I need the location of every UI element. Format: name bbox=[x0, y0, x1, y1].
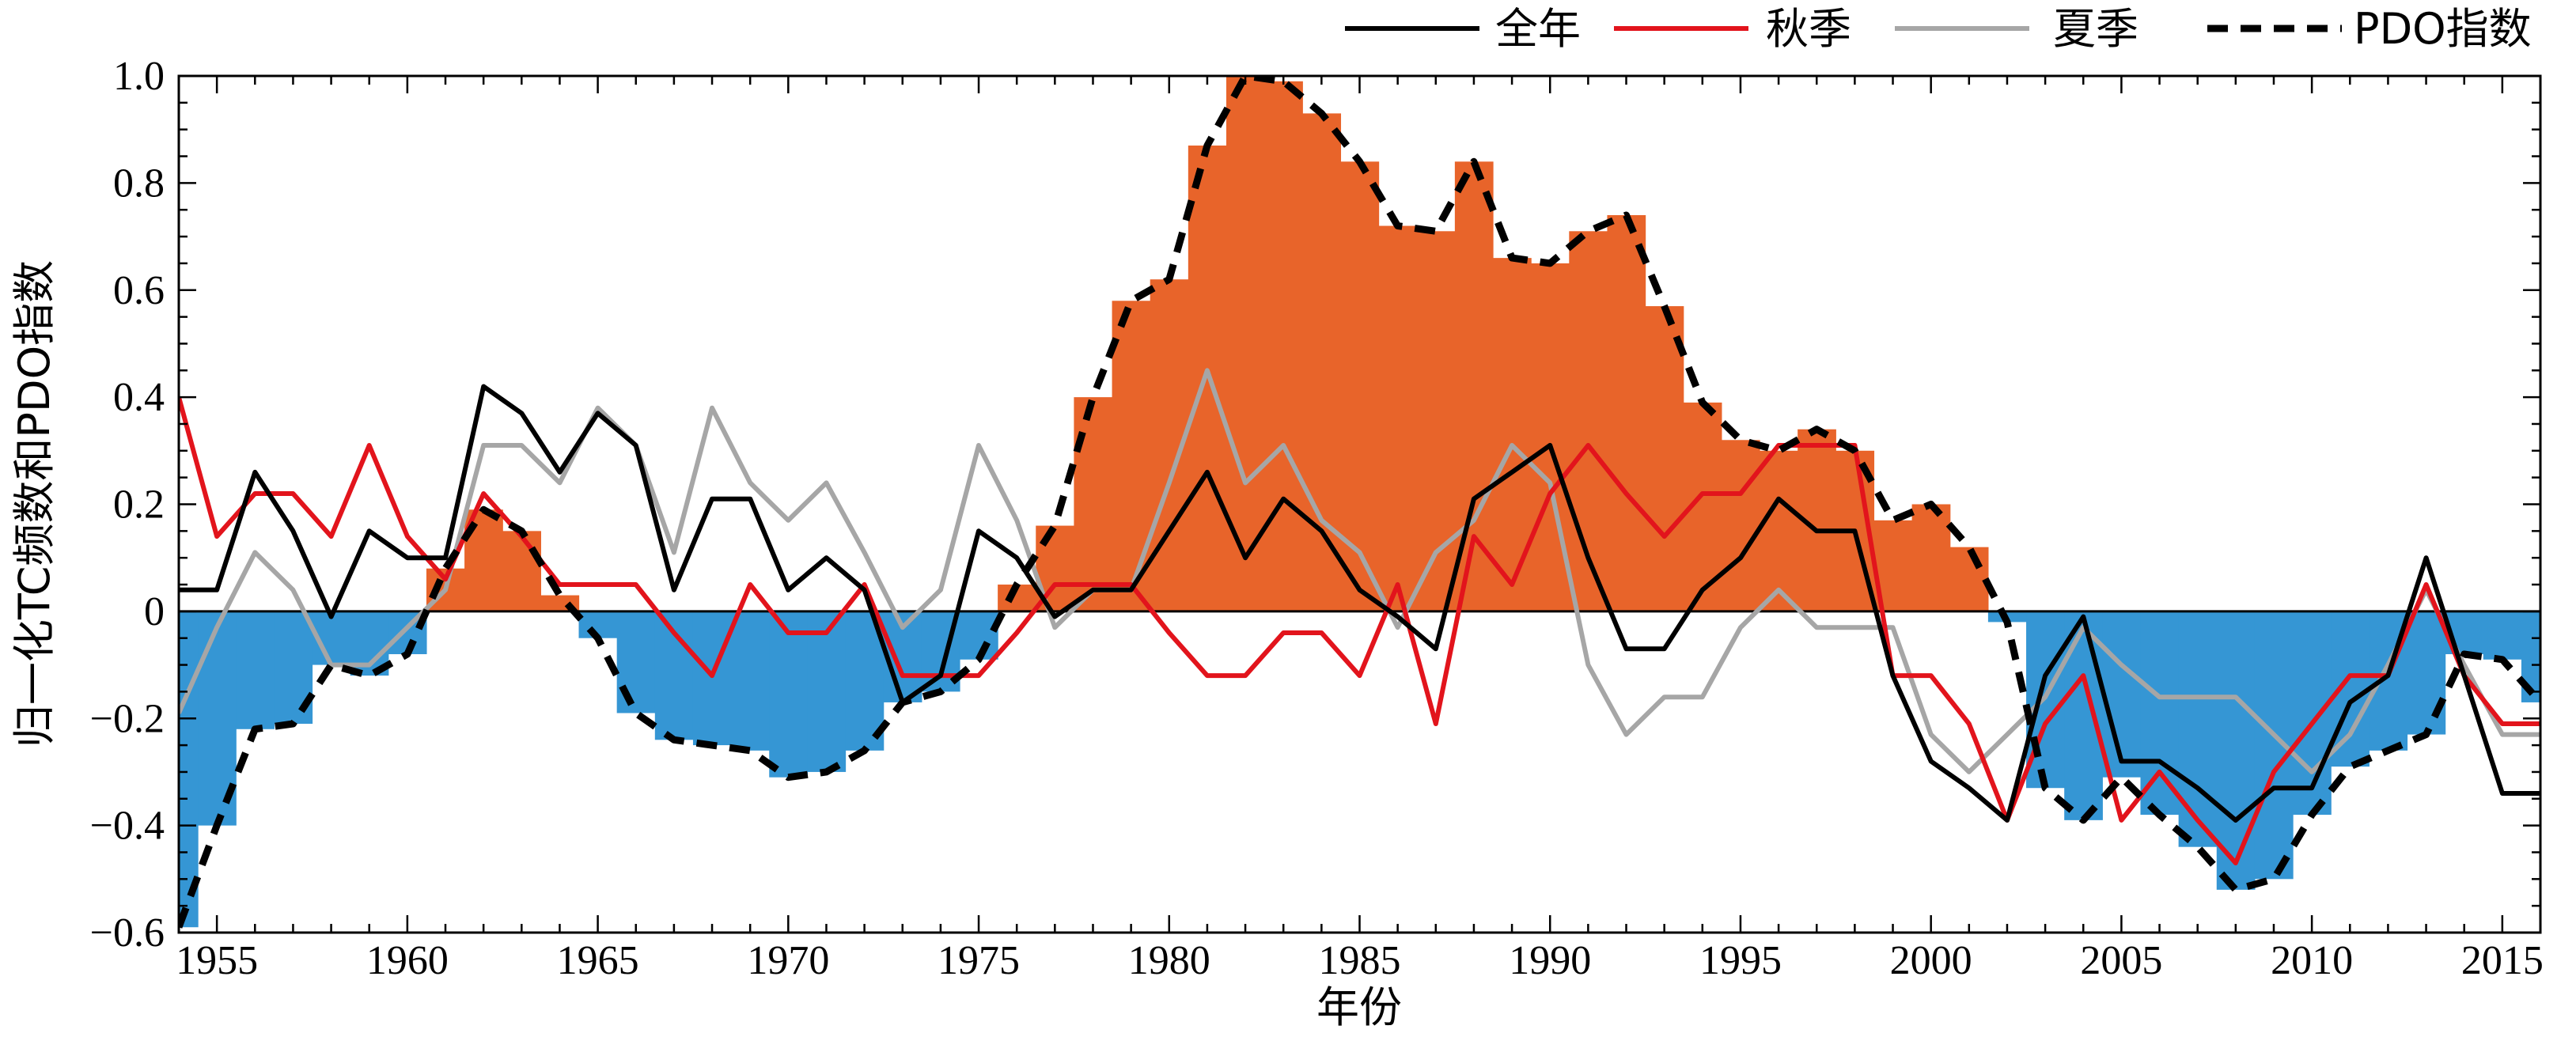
pdo-bar-1982 bbox=[1225, 76, 1265, 611]
x-axis-title: 年份 bbox=[1316, 982, 1402, 1032]
pdo-bar-1971 bbox=[807, 611, 847, 772]
x-tick-label: 1985 bbox=[1319, 938, 1401, 983]
pdo-bar-1989 bbox=[1493, 258, 1532, 611]
pdo-fill-bars bbox=[179, 76, 2540, 928]
legend: 全年 秋季 夏季 PDO指数 bbox=[1345, 4, 2532, 54]
y-axis-title: 归一化TC频数和PDO指数 bbox=[9, 260, 59, 747]
pdo-bar-2010 bbox=[2293, 611, 2332, 816]
y-tick-label: −0.2 bbox=[90, 696, 165, 741]
x-axis: 1955 1960 1965 1970 1975 1980 1985 1990 1995 2000… bbox=[176, 76, 2544, 983]
pdo-bar-1987 bbox=[1416, 231, 1456, 611]
series-line-summer bbox=[179, 368, 2540, 774]
y-tick-label: 0.4 bbox=[113, 375, 165, 420]
y-tick-label: −0.6 bbox=[90, 910, 165, 956]
y-tick-label: 0.6 bbox=[113, 268, 165, 313]
series-line-pdo bbox=[179, 76, 2540, 929]
legend-label-pdo: PDO指数 bbox=[2354, 4, 2532, 54]
pdo-bar-1970 bbox=[769, 611, 808, 778]
pdo-bar-1996 bbox=[1760, 450, 1798, 611]
pdo-bar-2008 bbox=[2216, 611, 2256, 890]
x-tick-label: 1970 bbox=[747, 938, 829, 983]
pdo-bar-2006 bbox=[2140, 611, 2180, 816]
series-lines bbox=[179, 76, 2540, 929]
pdo-bar-1963 bbox=[502, 531, 541, 611]
x-tick-label: 2000 bbox=[1890, 938, 1972, 983]
x-tick-label: 1955 bbox=[176, 938, 258, 983]
x-tick-label: 1990 bbox=[1509, 938, 1591, 983]
legend-label-annual: 全年 bbox=[1495, 4, 1581, 54]
pdo-bar-1992 bbox=[1607, 214, 1646, 611]
pdo-bar-1984 bbox=[1302, 113, 1342, 611]
y-tick-label: 0 bbox=[144, 589, 165, 634]
pdo-bar-1968 bbox=[692, 611, 732, 746]
pdo-bar-1993 bbox=[1645, 306, 1684, 611]
legend-label-autumn: 秋季 bbox=[1766, 4, 1851, 54]
x-tick-label: 1960 bbox=[366, 938, 449, 983]
pdo-bar-2000 bbox=[1911, 504, 1951, 611]
x-tick-label: 1995 bbox=[1699, 938, 1782, 983]
x-tick-label: 2015 bbox=[2461, 938, 2544, 983]
pdo-bar-1969 bbox=[731, 611, 770, 751]
series-line-autumn bbox=[179, 396, 2540, 865]
pdo-bar-2005 bbox=[2102, 611, 2142, 778]
pdo-bar-1978 bbox=[1074, 397, 1113, 611]
x-tick-label: 1965 bbox=[557, 938, 639, 983]
pdo-bar-1986 bbox=[1378, 225, 1418, 611]
pdo-bar-2013 bbox=[2407, 611, 2446, 735]
pdo-bar-2001 bbox=[1949, 547, 1989, 611]
pdo-bar-1995 bbox=[1721, 440, 1760, 611]
x-tick-label: 2010 bbox=[2271, 938, 2353, 983]
y-tick-label: 1.0 bbox=[113, 54, 165, 99]
pdo-bar-2015 bbox=[2483, 611, 2522, 660]
legend-label-summer: 夏季 bbox=[2053, 4, 2138, 54]
x-tick-label: 1980 bbox=[1128, 938, 1210, 983]
y-axis: 1.0 0.8 0.6 0.4 0.2 0 −0.2 −0.4 −0.6 bbox=[90, 54, 2540, 956]
pdo-bar-1991 bbox=[1569, 231, 1608, 611]
pdo-bar-2007 bbox=[2178, 611, 2218, 847]
y-tick-label: −0.4 bbox=[90, 804, 165, 849]
pdo-bar-1956 bbox=[236, 611, 275, 729]
pdo-bar-1983 bbox=[1264, 81, 1303, 611]
x-tick-label: 2005 bbox=[2080, 938, 2162, 983]
series-line-annual bbox=[179, 384, 2540, 823]
y-tick-label: 0.8 bbox=[113, 161, 165, 206]
y-tick-label: 0.2 bbox=[113, 483, 165, 528]
x-tick-label: 1975 bbox=[938, 938, 1020, 983]
pdo-bar-1985 bbox=[1340, 161, 1380, 611]
pdo-bar-1966 bbox=[616, 611, 656, 713]
